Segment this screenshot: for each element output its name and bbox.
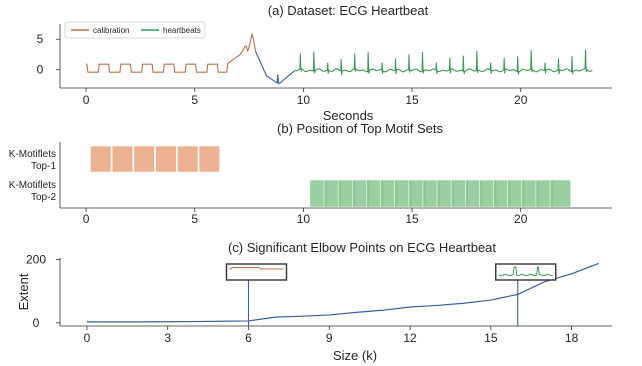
x-tick-label: 15 [405,212,419,226]
series-line [86,32,257,73]
x-tick-label: 10 [297,93,311,107]
x-tick-label: 10 [297,212,311,226]
x-tick-label: 12 [403,331,417,345]
row-label-top1-line1: K-Motiflets [9,149,56,160]
x-tick-label: 20 [514,212,528,226]
elbow-inset-signal [498,266,553,277]
elbow-inset-frame [225,263,288,281]
panel-a-title: (a) Dataset: ECG Heartbeat [268,3,429,18]
series-line [255,51,296,85]
x-tick-label: 3 [164,331,171,345]
legend-label-heartbeats: heartbeats [163,26,201,35]
panel-a-x-label: Seconds [323,108,374,123]
y-tick-label: 5 [37,32,44,46]
panel-a: (a) Dataset: ECG Heartbeat 0 5 10 15 20 0 5 ca… [37,3,612,123]
motif-occurrence [549,179,572,208]
motif-occurrence [155,145,177,173]
x-tick-label: 0 [84,331,91,345]
motif-occurrence [90,145,112,173]
legend-frame [64,21,206,39]
row-label-top1-line2: Top-1 [31,161,56,172]
x-tick-label: 5 [191,93,198,107]
panel-c: (c) Significant Elbow Points on ECG Hear… [16,240,612,363]
x-tick-label: 0 [83,93,90,107]
y-tick-label: 0 [37,63,44,77]
row-label-top2-line2: Top-2 [31,192,56,203]
x-tick-label: 15 [484,331,498,345]
panel-b-title: (b) Position of Top Motif Sets [277,121,443,136]
x-tick-label: 15 [405,93,419,107]
panel-c-y-label: Extent [16,273,31,310]
x-tick-label: 20 [514,93,528,107]
x-tick-label: 5 [191,212,198,226]
x-tick-label: 9 [326,331,333,345]
panel-c-x-label: Size (k) [333,348,377,363]
row-label-top2-line1: K-Motiflets [9,180,56,191]
x-tick-label: 6 [245,331,252,345]
series-line [294,49,593,76]
y-tick-label: 200 [26,253,46,267]
motif-occurrence [177,145,199,173]
elbow-inset-frame [495,263,557,281]
elbow-inset-signal [229,267,284,270]
motif-occurrence [198,145,221,173]
panel-a-legend: calibration heartbeats [64,21,206,39]
extent-line [86,262,599,323]
panel-b: (b) Position of Top Motif Sets K-Motifle… [9,121,612,226]
x-tick-label: 0 [83,212,90,226]
legend-label-calibration: calibration [93,26,129,35]
motif-occurrence [111,145,134,173]
x-tick-label: 18 [565,331,579,345]
y-tick-label: 0 [33,316,40,330]
motif-occurrence [133,145,155,173]
panel-c-title: (c) Significant Elbow Points on ECG Hear… [228,240,496,255]
